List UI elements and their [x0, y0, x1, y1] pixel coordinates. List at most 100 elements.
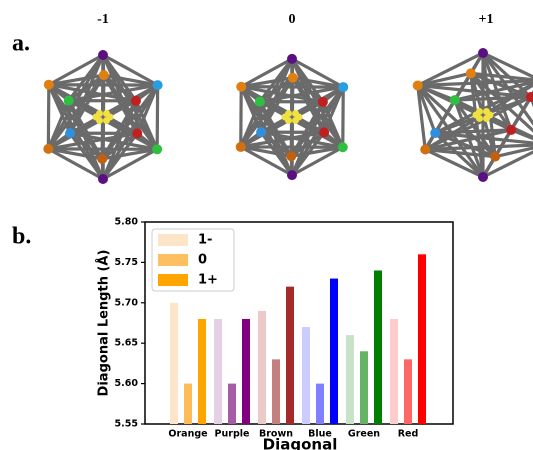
bond	[48, 53, 104, 87]
bond	[469, 72, 497, 158]
bar	[302, 327, 310, 424]
bond	[292, 76, 344, 89]
bond	[48, 131, 138, 151]
atom	[286, 151, 297, 162]
atom	[430, 128, 441, 139]
structure-label: 0	[289, 12, 296, 27]
bar	[170, 302, 178, 424]
bond	[417, 51, 484, 87]
bond	[260, 130, 344, 149]
legend-label: 1-	[198, 233, 212, 248]
bond	[469, 72, 513, 131]
x-tick-label: Red	[398, 429, 419, 440]
bond	[291, 145, 344, 177]
atom	[98, 70, 109, 81]
x-tick-label: Purple	[215, 429, 250, 440]
y-tick-label: 5.55	[115, 419, 138, 430]
bar	[404, 359, 412, 424]
bond	[454, 95, 531, 102]
bond	[321, 101, 345, 148]
bond	[68, 74, 106, 134]
bond	[259, 76, 295, 133]
bar	[390, 318, 398, 424]
atom	[256, 127, 267, 138]
bond	[260, 130, 293, 158]
bond	[101, 147, 158, 161]
bond	[258, 101, 263, 133]
y-tick-label: 5.75	[115, 257, 138, 268]
bond	[470, 71, 533, 82]
center-atom	[103, 116, 110, 124]
atom	[412, 80, 423, 91]
atom	[525, 92, 533, 102]
legend-swatch	[158, 234, 188, 246]
atom	[506, 124, 517, 135]
bond	[239, 145, 293, 177]
bond	[469, 72, 533, 133]
atom	[337, 142, 348, 153]
bond	[416, 85, 427, 150]
atom	[132, 128, 143, 139]
bond	[240, 57, 293, 89]
bond	[434, 131, 533, 145]
bar	[374, 270, 382, 424]
bond	[434, 82, 533, 135]
atom	[478, 172, 488, 183]
bond	[101, 132, 139, 161]
y-tick-label: 5.80	[115, 217, 139, 228]
atom	[97, 153, 108, 164]
atom	[152, 80, 163, 91]
panel-label: b.	[12, 224, 31, 250]
atom	[43, 79, 54, 90]
center-atom	[285, 110, 292, 118]
bond	[239, 76, 295, 148]
atom	[98, 49, 108, 60]
bar	[286, 286, 294, 424]
bond	[240, 130, 325, 149]
bond	[291, 76, 326, 134]
bond	[494, 146, 533, 159]
bar	[184, 383, 192, 424]
bar	[228, 383, 236, 424]
atom	[254, 96, 265, 107]
bond	[290, 131, 326, 177]
bond	[417, 84, 512, 132]
bond	[434, 131, 496, 159]
bond	[101, 132, 139, 180]
plot-frame	[144, 221, 454, 425]
y-tick-label: 5.60	[115, 378, 139, 389]
atom	[236, 81, 247, 92]
bond	[48, 83, 139, 135]
atom	[98, 174, 108, 185]
center-atom	[96, 110, 103, 118]
center-atom	[483, 108, 490, 116]
atom	[65, 128, 76, 139]
atom	[478, 47, 488, 58]
atom	[235, 141, 246, 152]
bond	[69, 131, 104, 161]
bond	[425, 143, 533, 152]
structure-label: +1	[479, 12, 494, 27]
bar	[330, 278, 338, 424]
bond	[103, 73, 158, 87]
bond	[155, 85, 160, 150]
atom	[449, 95, 460, 106]
atom	[420, 144, 431, 155]
bond	[102, 73, 137, 103]
center-atom	[292, 116, 299, 124]
bond	[47, 147, 104, 181]
center-atom	[483, 114, 490, 122]
bond	[240, 85, 325, 134]
bond	[290, 131, 326, 158]
bond	[417, 71, 472, 88]
y-tick-label: 5.70	[115, 297, 139, 308]
bar	[418, 254, 426, 424]
bond	[258, 76, 294, 103]
bond	[416, 84, 497, 158]
legend-swatch	[158, 254, 188, 266]
x-tick-label: Blue	[308, 429, 332, 440]
bond	[469, 73, 485, 178]
x-tick-label: Green	[348, 429, 380, 440]
atom	[338, 82, 349, 93]
center-atom	[476, 108, 483, 116]
